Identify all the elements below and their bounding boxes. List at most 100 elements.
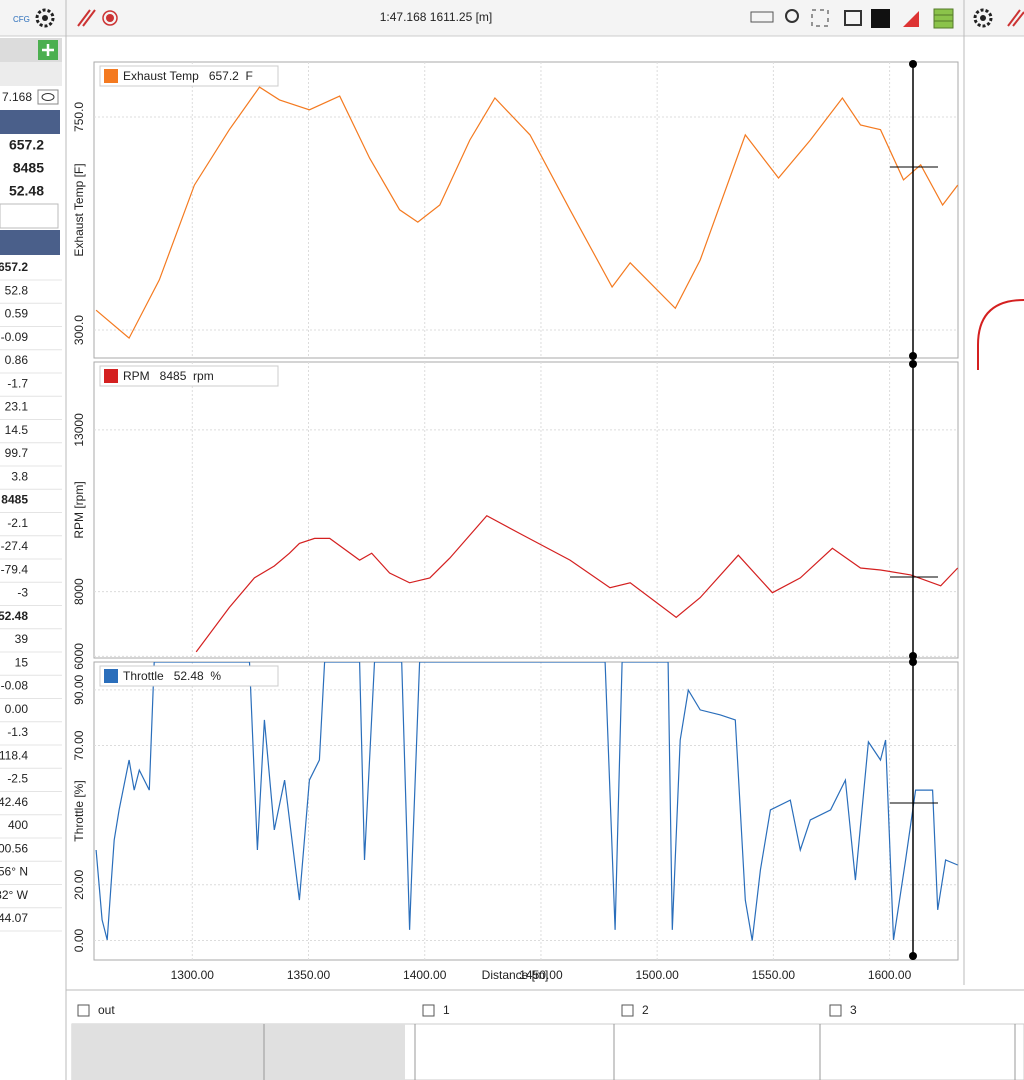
cursor-handle[interactable] xyxy=(909,952,917,960)
x-tick-label: 1600.00 xyxy=(868,968,912,982)
lap-time: 7.168 xyxy=(2,90,32,104)
x-tick-label: 1300.00 xyxy=(171,968,215,982)
legend-readout: 52.48 % xyxy=(174,669,222,683)
channel-value: -3 xyxy=(17,586,28,600)
channel-value: 0.86 xyxy=(5,353,29,367)
channel-value: 646056° N xyxy=(0,865,28,879)
channel-value: -1.7 xyxy=(7,376,28,390)
y-tick-label: 0.00 xyxy=(72,929,86,953)
channel-value: 52.8 xyxy=(5,283,29,297)
channel-value: 944.07 xyxy=(0,911,28,925)
channel-value: -1.3 xyxy=(7,725,28,739)
channel-value: 14.5 xyxy=(5,423,29,437)
channel-value: 400 xyxy=(8,818,28,832)
lap-checkbox[interactable] xyxy=(77,1004,90,1017)
range-tool[interactable] xyxy=(903,11,919,27)
summary-value: 52.48 xyxy=(9,183,44,199)
settings-icon[interactable] xyxy=(35,8,55,28)
channel-value: 00.56 xyxy=(0,841,28,855)
marker-tool[interactable] xyxy=(77,9,96,27)
legend-name: Throttle xyxy=(123,669,164,683)
plot-area xyxy=(93,661,959,961)
cursor-handle[interactable] xyxy=(909,360,917,368)
overview-selection[interactable] xyxy=(72,1024,405,1080)
channel-value: 39 xyxy=(15,632,29,646)
legend-box xyxy=(99,365,279,387)
gauge-arc xyxy=(977,299,1024,370)
lap-label: 3 xyxy=(850,1003,857,1017)
legend-box xyxy=(99,65,279,87)
right-settings-icon[interactable] xyxy=(973,8,993,28)
cfg-label[interactable]: CFG xyxy=(13,15,30,24)
legend-readout: 657.2 F xyxy=(209,69,253,83)
legend-swatch xyxy=(104,69,118,83)
lap-label: out xyxy=(98,1003,115,1017)
y-axis-label: RPM [rpm] xyxy=(72,481,86,538)
cursor-handle[interactable] xyxy=(909,658,917,666)
channel-value: 23.1 xyxy=(5,400,29,414)
channel-value: 15 xyxy=(15,655,29,669)
channel-value: 342.46 xyxy=(0,795,28,809)
y-tick-label: 90.00 xyxy=(72,675,86,705)
channel-value: 959232° W xyxy=(0,888,29,902)
legend-box xyxy=(99,665,279,687)
legend-swatch xyxy=(104,669,118,683)
x-tick-label: 1450.00 xyxy=(519,968,563,982)
layers-tool[interactable] xyxy=(933,8,954,29)
y-tick-label: 8000 xyxy=(72,578,86,605)
channel-value: -118.4 xyxy=(0,748,28,762)
y-tick-label: 20.00 xyxy=(72,869,86,899)
legend-name: RPM xyxy=(123,369,150,383)
visibility-toggle[interactable] xyxy=(37,89,59,105)
channel-value: -2.1 xyxy=(7,516,28,530)
fit-tool[interactable] xyxy=(811,9,829,27)
x-tick-label: 1400.00 xyxy=(403,968,447,982)
cursor-handle[interactable] xyxy=(909,652,917,660)
toolbar xyxy=(0,0,1024,36)
channel-value: -27.4 xyxy=(1,539,29,553)
plot-area xyxy=(93,361,959,659)
lap-label: 2 xyxy=(642,1003,649,1017)
lap-checkbox[interactable] xyxy=(422,1004,435,1017)
layout-tool[interactable] xyxy=(844,10,862,26)
y-tick-label: 750.0 xyxy=(72,102,86,132)
channel-value: 99.7 xyxy=(5,446,29,460)
summary-value: 8485 xyxy=(13,160,44,176)
lap-checkbox[interactable] xyxy=(829,1004,842,1017)
channel-value: -0.08 xyxy=(1,679,29,693)
series-line xyxy=(95,86,958,340)
y-tick-label: 6000 xyxy=(72,643,86,670)
scale-tool[interactable] xyxy=(750,11,774,23)
y-tick-label: 13000 xyxy=(72,413,86,447)
channel-value: 52.48 xyxy=(0,609,28,623)
cursor-handle[interactable] xyxy=(909,352,917,360)
channel-panel: 7.168 xyxy=(0,38,62,255)
counter-tool[interactable] xyxy=(871,9,890,28)
x-axis-label: Distance [m] xyxy=(482,968,549,982)
cursor-handle[interactable] xyxy=(909,60,917,68)
legend-swatch xyxy=(104,369,118,383)
channel-value: -0.09 xyxy=(1,330,29,344)
summary-value: 657.2 xyxy=(9,137,44,153)
channel-value: 0.59 xyxy=(5,307,29,321)
x-tick-label: 1500.00 xyxy=(635,968,679,982)
lap-label: 1 xyxy=(443,1003,450,1017)
channel-value: -79.4 xyxy=(1,562,29,576)
x-tick-label: 1350.00 xyxy=(287,968,331,982)
channel-value: 0.00 xyxy=(5,702,29,716)
y-axis-label: Exhaust Temp [F] xyxy=(72,163,86,256)
channel-value: -2.5 xyxy=(7,772,28,786)
y-tick-label: 70.00 xyxy=(72,730,86,760)
right-marker-tool[interactable] xyxy=(1007,9,1024,27)
record-button[interactable] xyxy=(102,10,118,26)
cursor-readout: 1:47.168 1611.25 [m] xyxy=(380,10,493,24)
lap-checkbox[interactable] xyxy=(621,1004,634,1017)
series-line xyxy=(95,662,958,941)
channel-value: 3.8 xyxy=(11,469,28,483)
channel-value: 657.2 xyxy=(0,260,28,274)
legend-name: Exhaust Temp xyxy=(123,69,199,83)
series-line xyxy=(195,514,958,653)
plot-area xyxy=(93,61,959,359)
zoom-tool[interactable] xyxy=(785,9,799,23)
